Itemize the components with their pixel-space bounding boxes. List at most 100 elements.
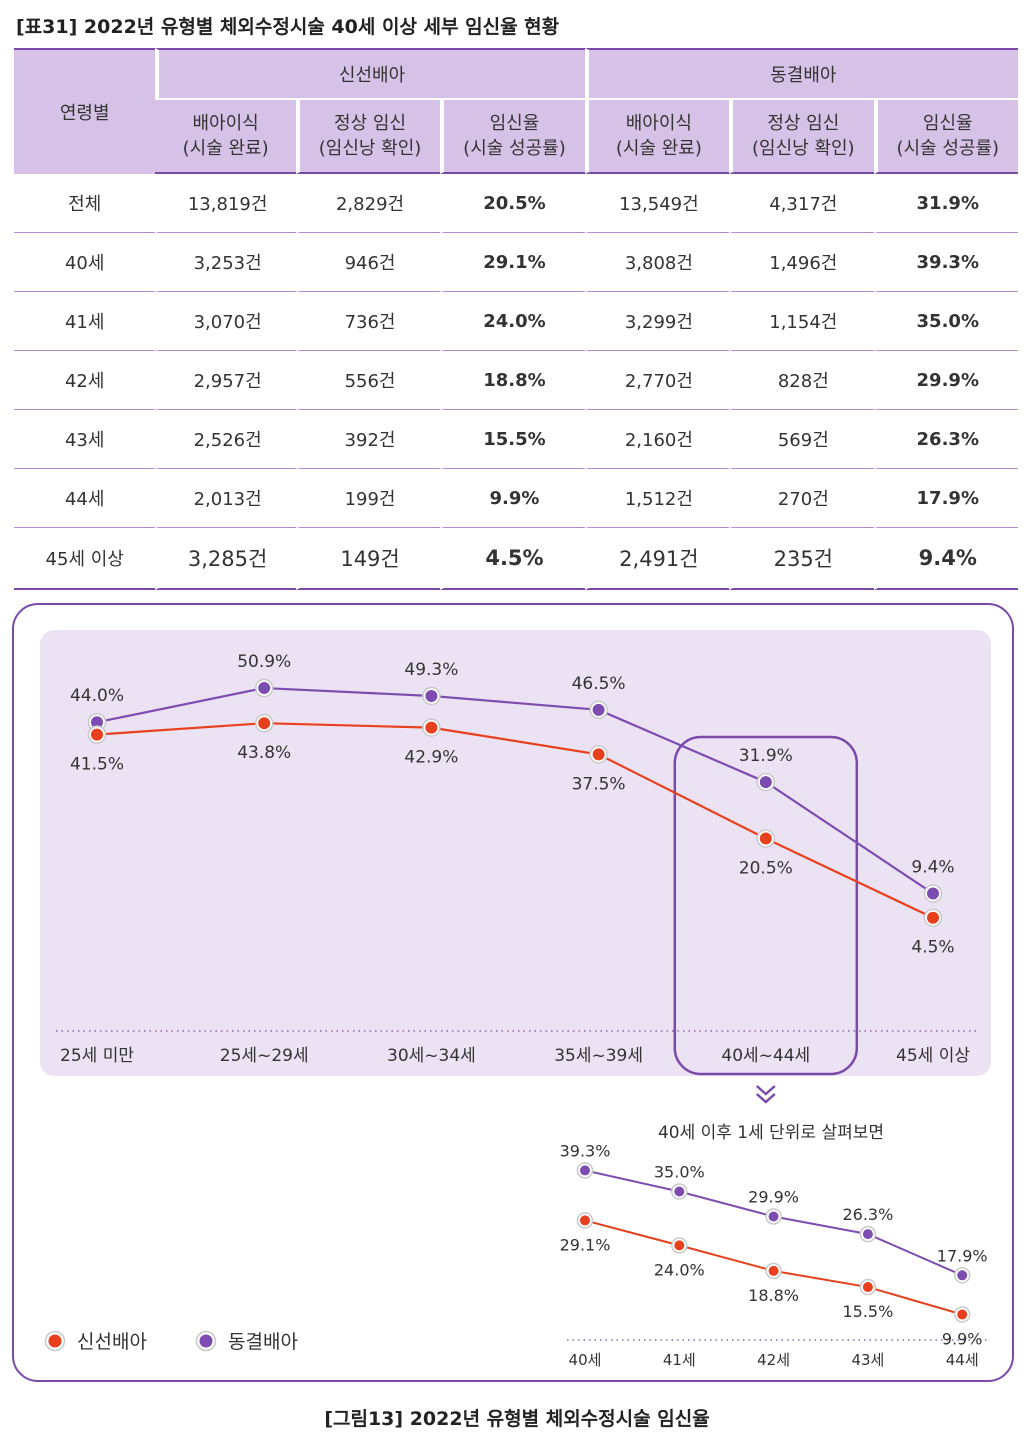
table-cell: 2,160건 [584,410,730,469]
table-cell: 1,154건 [729,292,874,351]
table-row: 42세 2,957건 556건 18.8% 2,770건 828건 29.9% [14,351,1018,410]
legend-marker [199,1334,213,1348]
inset-data-label: 24.0% [654,1260,705,1279]
table-cell: 1,512건 [584,469,730,528]
table-cell: 3,808건 [584,233,730,292]
table-cell: 556건 [295,351,441,410]
inset-data-label: 39.3% [560,1141,611,1160]
rate-cell: 4.5% [440,528,585,590]
rate-cell: 29.1% [440,233,585,292]
data-point [759,776,772,789]
x-tick-label: 40세~44세 [721,1046,810,1066]
legend-label: 동결배아 [228,1331,298,1353]
table-row: 44세 2,013건 199건 9.9% 1,512건 270건 17.9% [14,469,1018,528]
data-point [91,728,103,741]
rate-cell: 15.5% [440,410,585,469]
table-cell: 2,491건 [584,528,730,590]
table-cell: 736건 [295,292,441,351]
data-label: 37.5% [572,774,626,794]
data-label: 42.9% [404,748,458,768]
inset-data-point [674,1240,685,1251]
rate-cell: 24.0% [440,292,585,351]
rate-cell: 31.9% [873,174,1018,233]
chart-plot-area [40,630,991,1076]
inset-data-point [957,1309,968,1320]
inset-data-label: 9.9% [942,1329,983,1348]
table-cell: 3,285건 [155,528,296,590]
table-cell: 199건 [295,469,441,528]
table-cell: 4,317건 [729,174,874,233]
table-row: 40세 3,253건 946건 29.1% 3,808건 1,496건 39.3… [14,233,1018,292]
rate-cell: 20.5% [440,174,585,233]
age-cell: 42세 [14,351,156,410]
data-point [759,832,772,845]
inset-data-point [957,1270,968,1281]
data-label: 9.4% [911,857,954,877]
table-cell: 3,299건 [584,292,730,351]
table-row: 43세 2,526건 392건 15.5% 2,160건 569건 26.3% [14,410,1018,469]
data-point [592,703,605,716]
sub-header: 임신율 (시술 성공률) [873,100,1018,174]
inset-data-point [580,1165,590,1176]
data-label: 20.5% [739,859,793,879]
highlight-box [673,735,859,1076]
sub-header: 배아이식 (시술 완료) [155,100,296,174]
rate-cell: 35.0% [873,292,1018,351]
inset-data-point [862,1282,873,1293]
table-cell: 1,496건 [729,233,874,292]
series-line [96,686,934,895]
age-cell: 44세 [14,469,156,528]
rate-cell: 26.3% [873,410,1018,469]
data-point [425,721,438,734]
table-cell: 3,253건 [155,233,296,292]
rate-cell: 29.9% [873,351,1018,410]
table-cell: 13,819건 [155,174,296,233]
table-cell: 13,549건 [584,174,730,233]
data-label: 46.5% [572,674,626,694]
chart-panel [12,603,1014,1382]
inset-data-label: 35.0% [654,1163,705,1182]
legend-marker [48,1334,62,1348]
inset-data-label: 18.8% [748,1286,799,1305]
rate-cell: 18.8% [440,351,585,410]
x-tick-label: 30세~34세 [387,1046,476,1066]
inset-data-point [768,1211,779,1222]
series-line [96,722,934,919]
data-point [258,717,271,730]
x-tick-label: 35세~39세 [554,1046,643,1066]
table-title: [표31] 2022년 유형별 체외수정시술 40세 이상 세부 임신율 현황 [16,16,560,38]
data-label: 49.3% [404,660,458,680]
inset-x-tick-label: 40세 [569,1351,602,1369]
inset-data-label: 29.9% [748,1187,799,1206]
x-tick-label: 25세~29세 [220,1046,309,1066]
rate-cell: 17.9% [873,469,1018,528]
inset-data-label: 26.3% [842,1205,893,1224]
data-point [592,748,605,761]
data-label: 43.8% [237,743,291,763]
sub-header: 임신율 (시술 성공률) [440,100,585,174]
table-cell: 2,957건 [155,351,296,410]
inset-x-tick-label: 44세 [946,1351,979,1369]
age-cell: 40세 [14,233,156,292]
rate-cell: 39.3% [873,233,1018,292]
table-cell: 270건 [729,469,874,528]
inset-data-point [674,1186,685,1197]
data-label: 50.9% [237,652,291,672]
data-point [258,682,271,695]
rate-cell: 9.4% [873,528,1018,590]
table-cell: 2,013건 [155,469,296,528]
data-point [927,911,939,924]
inset-data-label: 17.9% [937,1246,988,1265]
group-header-frozen: 동결배아 [584,48,1018,100]
group-header-fresh: 신선배아 [155,48,585,100]
table-cell: 569건 [729,410,874,469]
age-cell: 45세 이상 [14,528,156,590]
table-cell: 3,070건 [155,292,296,351]
data-label: 4.5% [911,938,954,958]
data-point [425,689,438,702]
table-cell: 946건 [295,233,441,292]
data-point [927,887,939,900]
table-cell: 149건 [295,528,441,590]
inset-data-label: 15.5% [842,1302,893,1321]
